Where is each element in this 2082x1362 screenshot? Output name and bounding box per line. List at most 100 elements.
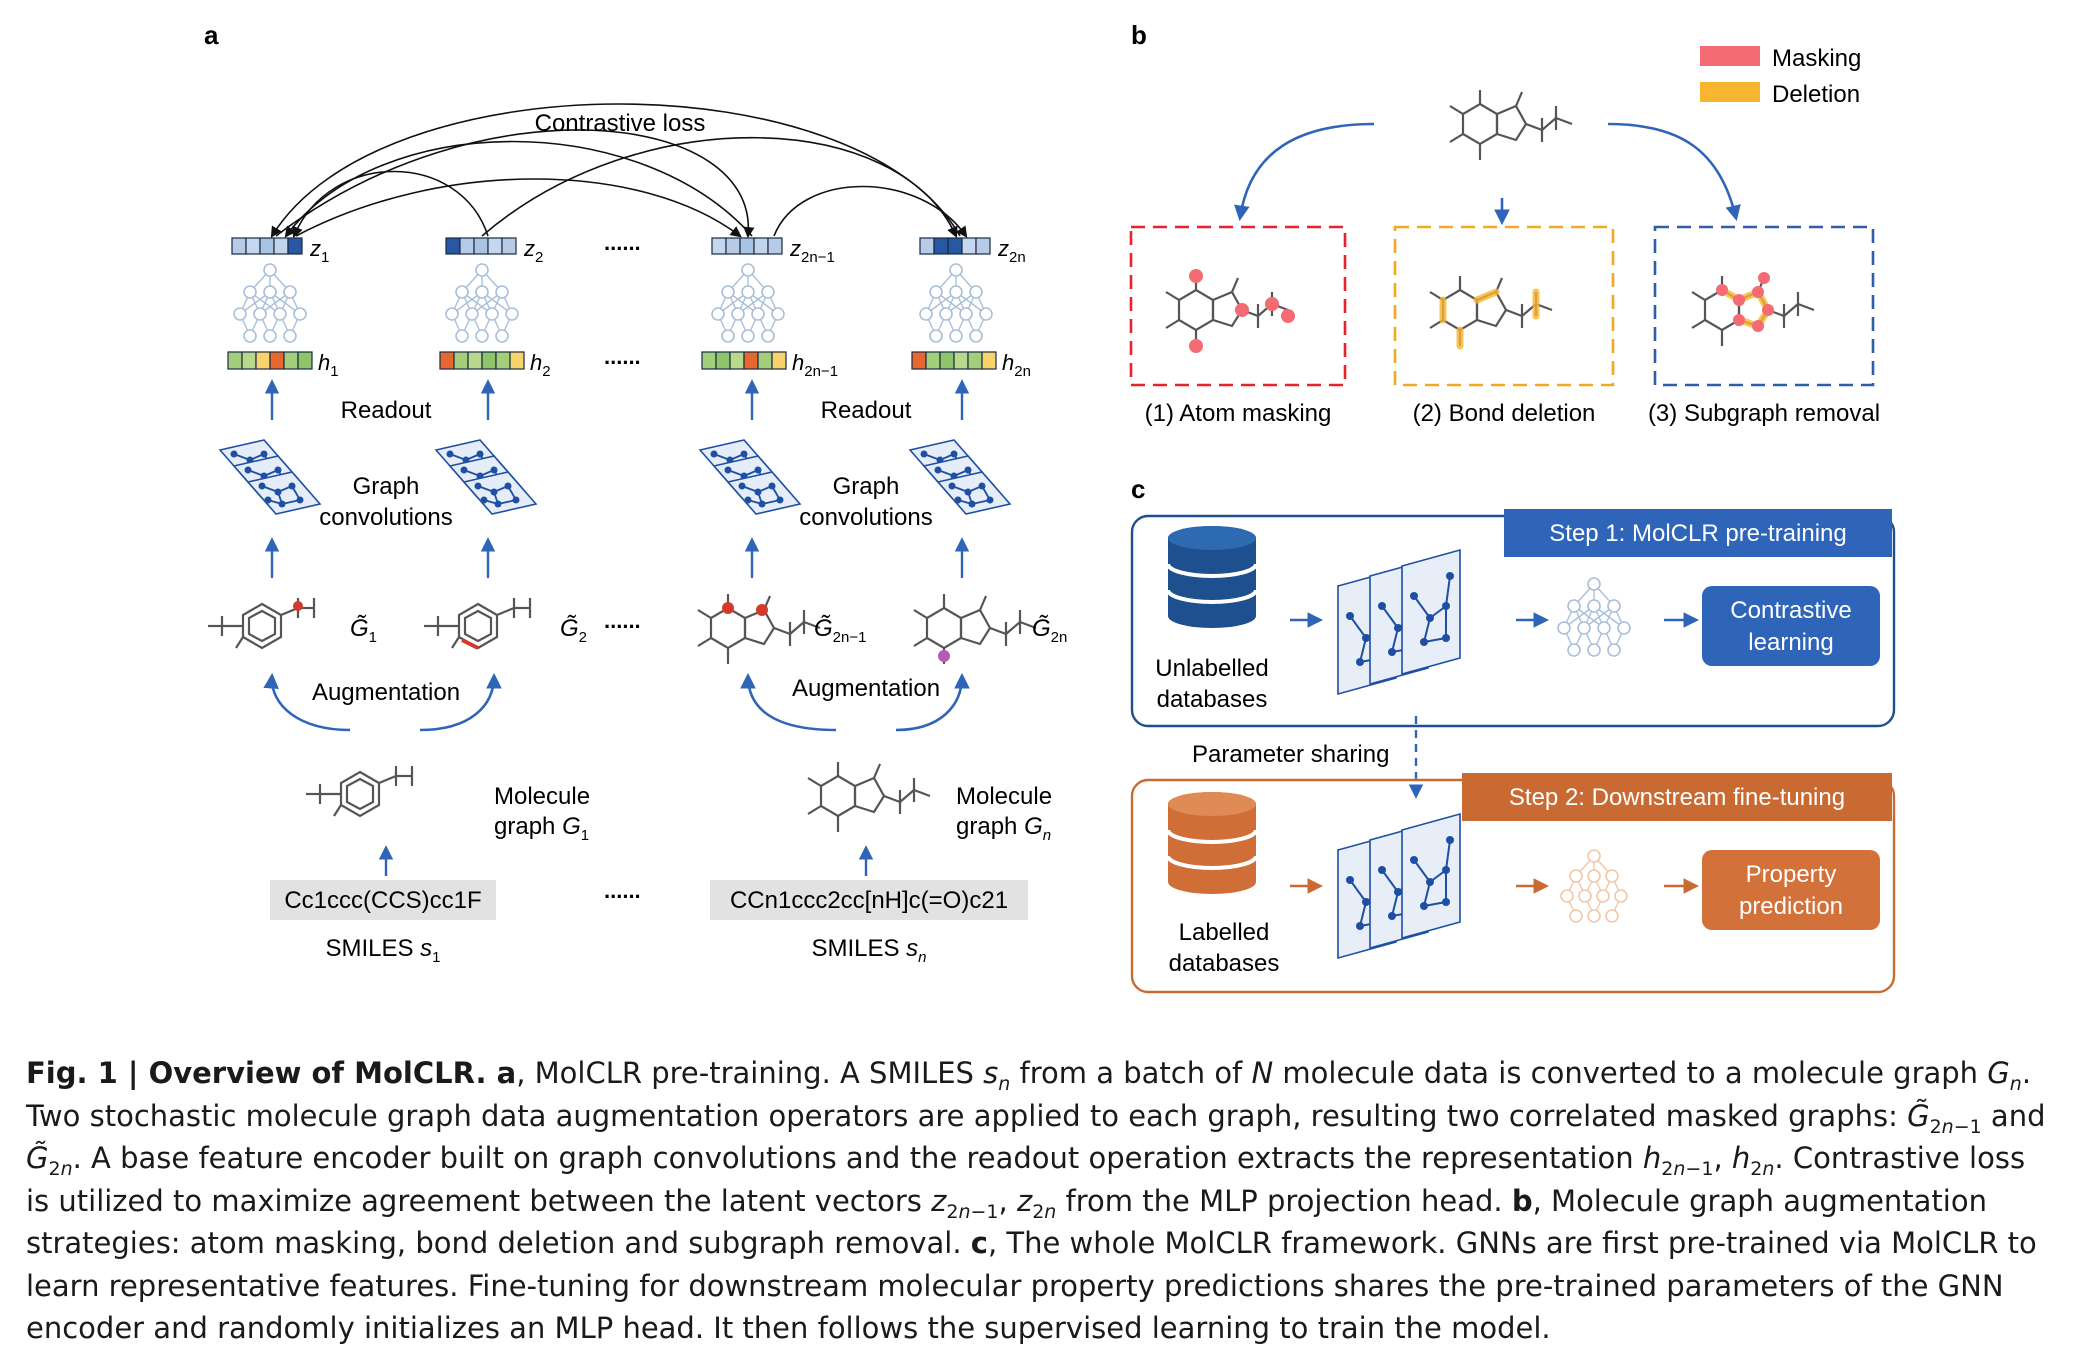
g2-label: G̃2 — [560, 615, 587, 646]
graph-conv-label-left-1: Graph — [353, 473, 420, 500]
graph-conv-labels: Graph convolutions Graph convolutions — [319, 473, 932, 531]
z1-vector — [231, 237, 303, 255]
smiles-box-left — [270, 880, 496, 920]
graph-conv-stack-4 — [910, 440, 1010, 514]
z2n-1-vector — [711, 237, 783, 255]
masked-atom-marker-4 — [938, 650, 950, 662]
z2n-1-label: z2n−1 — [789, 236, 835, 266]
smiles-text-right: CCn1ccc2cc[nH]c(=O)c21 — [730, 887, 1008, 914]
h-vectors — [227, 351, 997, 370]
graph-conv-label-right-1: Graph — [833, 473, 900, 500]
deleted-bonds — [1439, 288, 1540, 350]
g2n-1-label: G̃2n−1 — [814, 615, 866, 646]
step2-title: Step 2: Downstream fine-tuning — [1509, 784, 1845, 811]
parameter-sharing-label: Parameter sharing — [1192, 741, 1389, 768]
h-labels: h1 h2 h2n−1 h2n — [318, 350, 1031, 380]
readout-label-right: Readout — [821, 397, 912, 424]
unlabelled-label-1: Unlabelled — [1155, 655, 1268, 682]
atom-masking-label: (1) Atom masking — [1145, 400, 1332, 427]
panel-a-letter: a — [204, 20, 219, 50]
graph-conv-stack-1 — [220, 440, 320, 514]
deleted-bond-marker-2 — [461, 638, 479, 650]
mlp-head-4 — [919, 263, 993, 343]
contrastive-learning-label-2: learning — [1748, 629, 1833, 656]
ellipsis-h: ...... — [604, 344, 641, 369]
legend-masking-label: Masking — [1772, 45, 1861, 72]
labelled-database-icon — [1166, 790, 1258, 896]
step2-mlp-icon — [1560, 849, 1628, 923]
step1-mlp-icon — [1557, 577, 1631, 657]
masked-atom-marker-3b — [756, 604, 768, 616]
smiles-label-right: SMILES sn — [811, 935, 926, 966]
readout-label-left: Readout — [341, 397, 432, 424]
atom-masking-box — [1129, 225, 1347, 387]
molecule-label-right-1: Molecule — [956, 783, 1052, 810]
masked-atom-marker-1 — [293, 601, 303, 611]
unlabelled-label-2: databases — [1157, 686, 1268, 713]
z2-label: z2 — [523, 236, 543, 266]
molecule-graph-labels: Molecule graph G1 Molecule graph Gn — [494, 783, 1052, 844]
labelled-label-1: Labelled — [1179, 919, 1270, 946]
legend-deletion-swatch — [1700, 82, 1760, 102]
h2n-vector — [911, 351, 997, 370]
g2n-label: G̃2n — [1032, 615, 1067, 646]
legend-deletion-label: Deletion — [1772, 81, 1860, 108]
property-prediction-box — [1702, 850, 1880, 930]
panel-b-letter: b — [1131, 20, 1147, 50]
molecule-graph-1 — [304, 764, 414, 818]
h1-vector — [227, 351, 313, 370]
augmented-molecule-4 — [912, 592, 1038, 666]
step2-gnn-stack — [1338, 814, 1460, 958]
masked-atom-marker-3 — [722, 602, 734, 614]
graph-conv-stack-3 — [700, 440, 800, 514]
molecule-graph-n — [806, 760, 932, 834]
atom-masking-molecule — [1164, 274, 1290, 348]
contrastive-learning-label-1: Contrastive — [1730, 597, 1851, 624]
ellipses: ...... ...... ...... ...... — [604, 230, 641, 903]
panel-b-arrows — [1234, 122, 1741, 226]
augmented-molecule-2 — [422, 596, 532, 650]
figure-caption: Fig. 1 | Overview of MolCLR. a, MolCLR p… — [26, 1056, 2046, 1345]
molecule-label-right-2: graph Gn — [956, 813, 1051, 844]
subgraph-removal-box — [1653, 225, 1875, 387]
ellipsis-z: ...... — [604, 230, 641, 255]
augmentation-arrows — [263, 672, 970, 732]
h2n-1-vector — [701, 351, 787, 370]
subgraph-removal-label: (3) Subgraph removal — [1648, 400, 1880, 427]
augmented-molecule-3 — [696, 592, 822, 666]
panel-b-source-molecule — [1448, 88, 1574, 162]
bond-deletion-label: (2) Bond deletion — [1413, 400, 1596, 427]
property-prediction-label-2: prediction — [1739, 893, 1843, 920]
g-labels: G̃1 G̃2 G̃2n−1 G̃2n — [350, 615, 1067, 646]
legend-masking-swatch — [1700, 46, 1760, 66]
mlp-head-3 — [711, 263, 785, 343]
smiles-label-left: SMILES s1 — [325, 935, 440, 966]
z-vectors — [231, 237, 991, 255]
h2n-label: h2n — [1002, 350, 1031, 380]
step1-header — [1504, 509, 1892, 557]
molecule-label-left-1: Molecule — [494, 783, 590, 810]
labelled-label-2: databases — [1169, 950, 1280, 977]
removed-subgraph-atoms — [1716, 272, 1774, 332]
smiles-text-left: Cc1ccc(CCS)cc1F — [284, 887, 481, 914]
graph-conv-label-left-2: convolutions — [319, 504, 452, 531]
contrastive-learning-box — [1702, 586, 1880, 666]
h2-vector — [439, 351, 525, 370]
z2n-label: z2n — [997, 236, 1026, 266]
contrastive-loss-label: Contrastive loss — [535, 110, 706, 137]
h2n-1-label: h2n−1 — [792, 350, 838, 380]
property-prediction-label-1: Property — [1746, 861, 1837, 888]
readout-arrows — [264, 379, 970, 876]
ellipsis-g: ...... — [604, 608, 641, 633]
step1-title: Step 1: MolCLR pre-training — [1549, 520, 1846, 547]
z2n-vector — [919, 237, 991, 255]
graph-conv-label-right-2: convolutions — [799, 504, 932, 531]
bond-deletion-box — [1393, 225, 1615, 387]
h2-label: h2 — [530, 350, 551, 380]
augmentation-label-left: Augmentation — [312, 679, 460, 706]
contrastive-loss-arcs — [270, 103, 968, 239]
g1-label: G̃1 — [350, 615, 377, 646]
augmentation-label-right: Augmentation — [792, 675, 940, 702]
h1-label: h1 — [318, 350, 339, 380]
unlabelled-database-icon — [1166, 524, 1258, 630]
